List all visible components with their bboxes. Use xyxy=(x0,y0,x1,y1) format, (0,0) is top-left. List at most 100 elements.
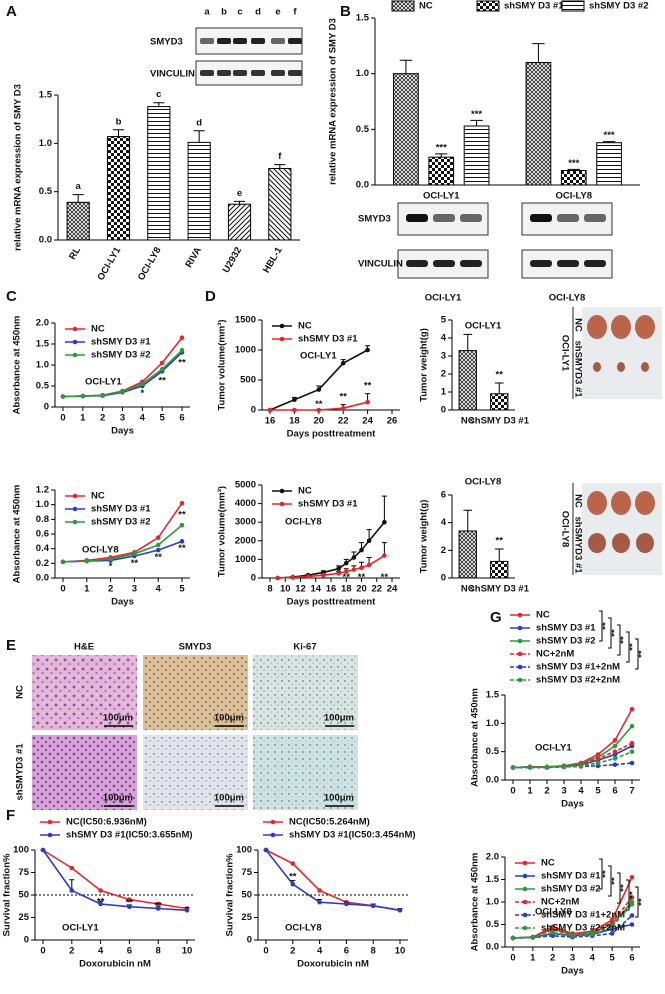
photo-row: NC xyxy=(572,318,583,332)
significance-label: ** xyxy=(610,877,621,885)
data-point xyxy=(612,738,618,743)
y-tick-label: 0.6 xyxy=(36,529,49,540)
y-tick-label: 1.0 xyxy=(356,68,369,79)
significance-bracket xyxy=(608,617,612,649)
data-point xyxy=(365,347,370,353)
legend-marker xyxy=(279,323,285,329)
data-point xyxy=(336,566,341,571)
band xyxy=(584,260,606,267)
legend-label: shSMY D3 #2 xyxy=(536,636,596,647)
data-point xyxy=(292,397,297,403)
blot-label: VINCULIN xyxy=(150,69,195,80)
bar xyxy=(268,167,292,241)
data-point xyxy=(60,394,66,399)
significance-label: ** xyxy=(178,357,186,368)
series-line xyxy=(277,521,385,579)
data-point xyxy=(343,569,349,574)
data-point xyxy=(140,381,145,387)
legend-label: NC xyxy=(419,1,433,12)
significance-label: ** xyxy=(339,391,347,402)
x-tick-label: 5 xyxy=(179,584,185,595)
legend-marker xyxy=(47,832,53,838)
x-tick-label: 2 xyxy=(290,946,295,957)
data-point xyxy=(316,387,322,392)
legend-marker xyxy=(270,819,276,825)
legend-label: shSMY D3 #1+2nM xyxy=(536,662,620,673)
y-tick-label: 1.5 xyxy=(36,339,50,350)
y-tick-label: 0.8 xyxy=(36,514,49,525)
y-tick-label: 1.0 xyxy=(486,718,499,729)
y-tick-label: 4 xyxy=(441,333,447,344)
data-point xyxy=(612,749,618,754)
x-tick-label: 10 xyxy=(395,946,406,957)
x-tick-label: 8 xyxy=(371,946,376,957)
x-tick-label: 16 xyxy=(265,416,276,427)
y-axis-label: Tumor weight(g) xyxy=(419,500,430,574)
data-point xyxy=(612,762,618,767)
data-point xyxy=(570,933,575,939)
data-point xyxy=(609,919,615,925)
legend-label: NC(IC50:6.936nM) xyxy=(66,817,147,828)
bar xyxy=(525,62,552,186)
legend-marker xyxy=(72,326,78,332)
significance-label: ** xyxy=(619,884,630,892)
significance-label: ** xyxy=(178,543,186,554)
significance-label: ** xyxy=(610,629,621,637)
bar xyxy=(147,106,171,241)
band xyxy=(200,70,214,76)
band xyxy=(433,260,455,267)
legend-marker xyxy=(522,886,528,892)
band xyxy=(460,260,482,267)
x-tick-label: 2 xyxy=(69,946,74,957)
y-tick-label: 100 xyxy=(13,845,29,856)
error-bar xyxy=(193,130,205,143)
significance-label: ** xyxy=(131,558,139,569)
significance-label: ** xyxy=(126,898,134,909)
x-tick-label: 20 xyxy=(314,416,325,427)
lane-label: e xyxy=(275,7,280,18)
annotation: OCI-LY1 xyxy=(62,923,99,934)
data-point xyxy=(98,901,103,907)
significance-label: * xyxy=(140,388,144,399)
significance-label: *** xyxy=(568,158,579,169)
data-point xyxy=(510,765,516,770)
significance-bracket xyxy=(608,865,612,897)
significance-label: *** xyxy=(604,130,615,141)
data-point xyxy=(590,932,595,937)
legend-label: NC+2nM xyxy=(541,897,579,908)
data-point xyxy=(108,556,113,562)
tumor xyxy=(611,491,631,515)
significance-label: ** xyxy=(601,622,612,630)
significance-label: ** xyxy=(637,650,648,658)
series-line xyxy=(62,524,183,563)
x-tick-label: HBL-1 xyxy=(261,245,285,275)
x-tick-label: 2 xyxy=(108,584,113,595)
y-axis-label: Absorbance at 450nm xyxy=(12,485,23,584)
x-tick-label: shSMY D3 #1 xyxy=(470,416,530,427)
data-point xyxy=(397,908,403,913)
tumor xyxy=(617,362,625,372)
legend-marker xyxy=(522,912,528,918)
significance-label: ** xyxy=(637,898,648,906)
y-tick-label: 1 xyxy=(441,387,447,398)
data-point xyxy=(609,931,615,936)
data-point xyxy=(629,740,635,746)
error-bar xyxy=(399,59,413,74)
significance-label: ** xyxy=(154,900,162,911)
x-tick-label: 3 xyxy=(561,786,566,797)
bar xyxy=(227,203,252,241)
series-line xyxy=(265,849,401,912)
photo-cell-line: OCI-LY8 xyxy=(559,511,570,548)
data-point xyxy=(317,899,322,905)
legend-label: NC xyxy=(91,324,105,335)
y-tick-label: 0 xyxy=(251,405,256,416)
y-tick-label: 5 xyxy=(441,315,447,326)
photo-row: shSMYD3 #1 xyxy=(572,516,583,574)
legend-marker xyxy=(517,625,523,631)
annotation: OCI-LY8 xyxy=(535,907,572,918)
significance-label: ** xyxy=(619,636,630,644)
annotation: OCI-LY1 xyxy=(85,377,122,388)
bar xyxy=(428,156,455,186)
x-tick-label: 4 xyxy=(98,946,104,957)
legend-marker xyxy=(72,352,78,358)
